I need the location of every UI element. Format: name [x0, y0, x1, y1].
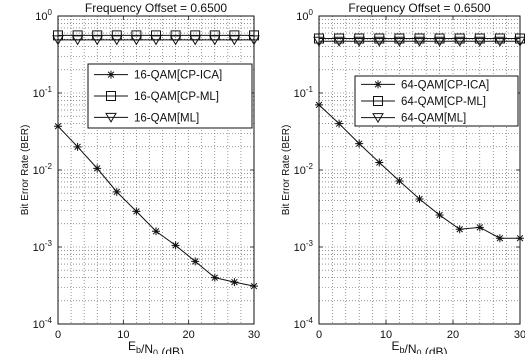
x-tick-label: 30 — [248, 329, 260, 341]
data-point — [315, 100, 323, 109]
data-point — [375, 158, 384, 167]
x-tick-label: 0 — [316, 329, 322, 341]
data-point — [453, 36, 466, 47]
legend: 64-QAM[CP-ICA] 64-QAM[CP-ML] 64-QAM[ML] — [354, 75, 519, 127]
data-point — [413, 36, 426, 47]
x-tick-label: 20 — [447, 329, 459, 341]
chart-title: Frequency Offset = 0.6500 — [85, 1, 228, 15]
data-point — [230, 278, 239, 287]
legend-marker — [373, 96, 383, 106]
legend-marker — [107, 70, 115, 79]
legend-marker — [106, 91, 116, 101]
y-tick-label: 10-4 — [33, 316, 53, 331]
series-star — [315, 100, 524, 243]
series-triangle-down — [313, 36, 525, 47]
data-point — [150, 35, 162, 46]
data-point — [494, 36, 506, 47]
data-point — [514, 36, 525, 47]
data-point — [455, 225, 464, 234]
series-star — [54, 122, 258, 291]
x-axis-label: Eb/N0 (dB) — [128, 339, 184, 354]
data-point — [395, 176, 404, 185]
data-point — [52, 35, 64, 46]
data-point — [171, 241, 180, 250]
legend-label: 16-QAM[ML] — [134, 112, 199, 124]
y-tick-label: 10-1 — [294, 85, 314, 100]
legend-label: 64-QAM[CP-ML] — [401, 96, 486, 108]
data-point — [91, 35, 104, 46]
data-point — [433, 36, 446, 47]
data-point — [333, 36, 345, 47]
data-point — [169, 35, 182, 46]
chart-panel-1: 0 10 20 30 100 10-1 10-2 10-3 10-4 Frequency Offs… — [20, 1, 260, 354]
legend-marker — [105, 112, 117, 123]
data-point — [54, 122, 62, 131]
data-point — [393, 36, 406, 47]
y-tick-label: 10-4 — [294, 316, 314, 331]
chart-title: Frequency Offset = 0.6500 — [348, 1, 491, 15]
data-point — [250, 282, 258, 291]
data-point — [355, 139, 364, 148]
data-point — [248, 35, 260, 46]
data-point — [473, 36, 486, 47]
data-point — [373, 36, 386, 47]
y-tick-label: 100 — [296, 8, 313, 23]
legend-label: 16-QAM[CP-ICA] — [134, 70, 222, 82]
legend-label: 16-QAM[CP-ML] — [134, 91, 219, 103]
legend-marker — [374, 80, 382, 89]
data-point — [189, 35, 202, 46]
y-tick-label: 10-2 — [294, 162, 314, 177]
data-point — [73, 142, 82, 151]
data-point — [152, 227, 160, 236]
legend-marker — [372, 113, 384, 124]
data-point — [210, 273, 219, 282]
legend-label: 64-QAM[CP-ICA] — [401, 79, 489, 91]
x-tick-label: 30 — [514, 329, 525, 341]
data-point — [313, 36, 325, 47]
data-point — [435, 211, 444, 220]
data-point — [110, 35, 123, 46]
data-point — [208, 35, 221, 46]
x-tick-label: 0 — [55, 329, 61, 341]
x-tick-label: 10 — [380, 329, 392, 341]
series-line — [57, 125, 255, 287]
y-tick-label: 10-2 — [33, 162, 53, 177]
data-point — [228, 35, 241, 46]
y-axis-label: Bit Error Rate (BER) — [20, 125, 31, 216]
x-tick-label: 20 — [183, 329, 195, 341]
data-point — [93, 164, 102, 173]
axes-frame — [57, 15, 255, 325]
data-point — [415, 195, 424, 204]
data-point — [353, 36, 366, 47]
x-tick-label: 10 — [117, 329, 129, 341]
data-point — [130, 35, 143, 46]
data-point — [516, 234, 524, 243]
grid — [319, 16, 520, 324]
y-tick-label: 10-3 — [294, 239, 314, 254]
series-triangle-down — [52, 35, 260, 46]
y-axis-label: Bit Error Rate (BER) — [281, 125, 292, 216]
x-axis-label: Eb/N0 (dB) — [391, 339, 447, 354]
data-point — [335, 119, 344, 128]
data-point — [112, 187, 121, 196]
tick-marks — [57, 15, 255, 325]
y-tick-label: 10-1 — [33, 85, 53, 100]
data-point — [475, 223, 484, 232]
legend: 16-QAM[CP-ICA] 16-QAM[CP-ML] 16-QAM[ML] — [87, 63, 253, 129]
data-point — [495, 234, 504, 243]
data-point — [132, 207, 141, 216]
chart-panel-2: 0 10 20 30 100 10-1 10-2 10-3 10-4 Frequency Offs… — [281, 1, 525, 354]
y-tick-label: 100 — [35, 8, 52, 23]
data-point — [191, 257, 200, 266]
legend-label: 64-QAM[ML] — [401, 113, 466, 125]
data-point — [71, 35, 84, 46]
grid — [58, 16, 254, 324]
y-tick-label: 10-3 — [33, 239, 53, 254]
